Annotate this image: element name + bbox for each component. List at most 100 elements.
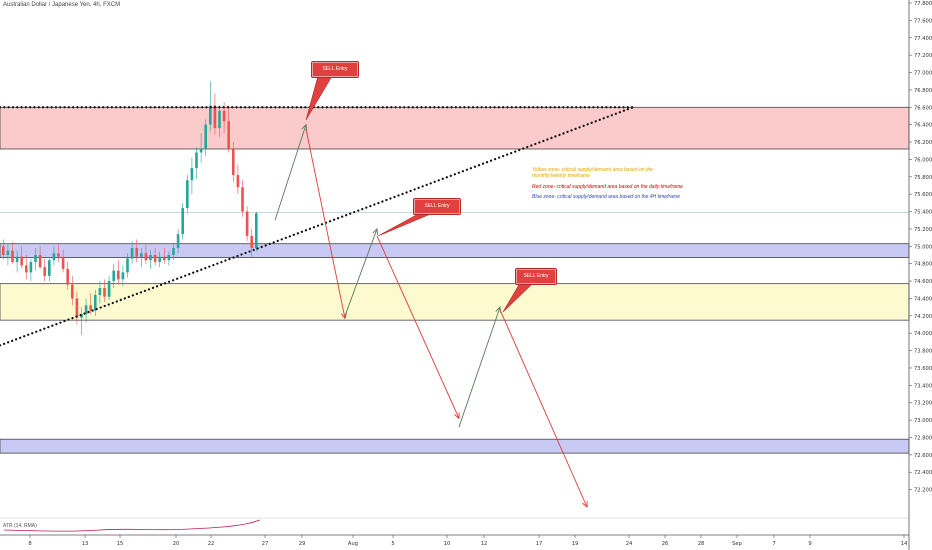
x-tick-label: 15 [117, 541, 124, 547]
dotted-trendline [0, 106, 635, 347]
y-tick-label: 77.200 [914, 53, 932, 59]
x-tick-label: 17 [536, 541, 543, 547]
y-tick-label: 74.200 [914, 314, 932, 320]
projection-arrow [344, 228, 378, 316]
legend-yellow-zone: Yellow zone- critical supply/demand area… [532, 167, 653, 179]
candle-body [20, 256, 23, 266]
y-tick-label: 73.200 [914, 401, 932, 407]
projection-arrow [274, 124, 307, 221]
candle-body [112, 270, 115, 282]
x-tick-label: 12 [481, 541, 488, 547]
sell-entry-callout[interactable]: SELL Entry [311, 61, 359, 78]
x-tick-label: Aug [348, 541, 358, 547]
trendlines-layer [0, 106, 635, 347]
candle-body [6, 250, 10, 255]
candles-layer [2, 81, 258, 335]
y-tick-label: 72.400 [914, 470, 932, 476]
y-axis: 77.800 77.600 77.400 77.200 77.000 76.800 76.6… [909, 1, 932, 494]
candle-body [61, 256, 65, 269]
candle-body [245, 211, 249, 236]
candle-body [241, 187, 244, 212]
x-tick-label: 8 [28, 541, 31, 547]
arrow-head [340, 312, 347, 320]
candle-body [135, 248, 138, 257]
candle-body [140, 253, 143, 257]
candle-body [34, 255, 37, 262]
arrow-head [301, 123, 308, 131]
candle-body [98, 288, 102, 295]
x-tick-label: 22 [208, 541, 215, 547]
candle-body [209, 105, 212, 125]
yellow-zone [0, 283, 910, 321]
x-tick-label: 14 [901, 541, 908, 547]
candle-body [158, 256, 161, 262]
candle-body [153, 255, 157, 262]
candle-body [195, 152, 198, 169]
candle-body [15, 256, 19, 262]
candle-body [163, 256, 166, 261]
candle-body [38, 255, 42, 268]
y-tick-label: 75.600 [914, 192, 932, 198]
y-tick-label: 74.400 [914, 296, 932, 302]
y-tick-label: 76.000 [914, 157, 932, 163]
sell-entry-callout[interactable]: SELL Entry [515, 268, 557, 285]
y-tick-label: 77.600 [914, 18, 932, 24]
legend-blue-zone: Blue zone- critical supply/demand area b… [532, 194, 680, 200]
x-tick-label: 13 [82, 541, 89, 547]
y-tick-label: 72.600 [914, 453, 932, 459]
x-axis: 8 13 15 20 22 27 29 Aug 5 10 12 17 19 24 26 28 Sep 7 9 14 [28, 535, 908, 547]
candle-body [89, 305, 92, 311]
candle-body [121, 272, 125, 280]
y-tick-label: 75.000 [914, 244, 932, 250]
projection-arrow [305, 128, 346, 319]
candle-body [255, 213, 258, 249]
x-tick-label: 9 [808, 541, 811, 547]
y-tick-label: 75.400 [914, 210, 932, 216]
y-tick-label: 74.000 [914, 331, 932, 337]
candle-body [176, 234, 180, 249]
sell-entry-callout[interactable]: SELL Entry [413, 198, 461, 215]
x-tick-label: 10 [444, 541, 451, 547]
candle-body [103, 288, 106, 297]
candle-body [236, 175, 240, 188]
candle-body [75, 298, 79, 318]
arrow-head [582, 500, 588, 508]
projection-arrow [376, 235, 460, 419]
y-tick-label: 76.400 [914, 123, 932, 129]
candle-body [29, 261, 33, 273]
candle-body [43, 267, 46, 276]
candle-body [71, 284, 74, 299]
candle-body [80, 314, 83, 318]
candle-body [94, 294, 97, 311]
candle-body [25, 265, 28, 273]
zones-layer [0, 106, 910, 454]
candle-body [218, 110, 221, 129]
candle-body [213, 105, 217, 129]
x-tick-label: 19 [572, 541, 579, 547]
x-tick-label: 28 [698, 541, 705, 547]
candle-body [66, 268, 69, 285]
y-tick-label: 72.800 [914, 435, 932, 441]
red-zone [0, 106, 910, 150]
y-tick-label: 75.200 [914, 227, 932, 233]
x-tick-label: 7 [772, 541, 775, 547]
x-tick-label: 20 [173, 541, 180, 547]
y-tick-label: 74.800 [914, 262, 932, 268]
candle-body [149, 255, 152, 261]
chart-title: Australian Dollar / Japanese Yen, 4h, FX… [3, 2, 121, 8]
candle-body [117, 270, 120, 280]
projection-arrow [499, 309, 588, 508]
x-tick-label: 5 [391, 541, 394, 547]
y-tick-label: 76.800 [914, 88, 932, 94]
y-tick-label: 74.600 [914, 279, 932, 285]
callout-pointer [377, 212, 434, 237]
candle-body [84, 305, 88, 315]
y-tick-label: 76.200 [914, 140, 932, 146]
candle-body [172, 248, 175, 255]
y-tick-label: 72.200 [914, 488, 932, 494]
y-tick-label: 77.800 [914, 1, 932, 7]
candle-body [107, 281, 111, 297]
